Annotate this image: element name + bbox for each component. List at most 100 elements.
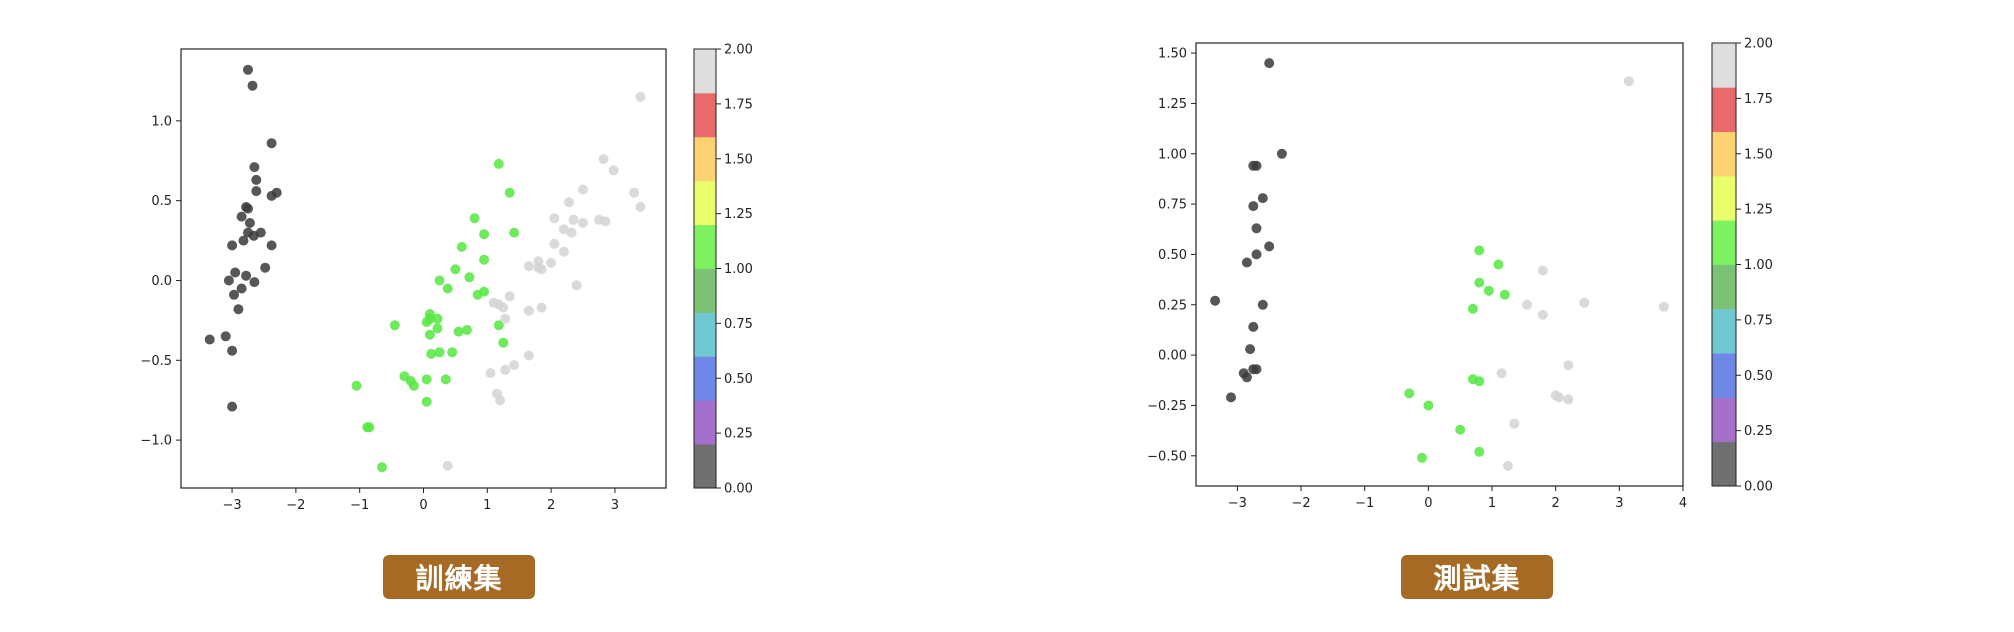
data-point-class-0 [233, 304, 244, 315]
data-point-class-1 [364, 422, 375, 433]
y-tick-label: 0.50 [1158, 248, 1187, 263]
data-point-class-0 [260, 262, 271, 273]
data-point-class-0 [249, 162, 260, 173]
data-point-class-0 [236, 283, 247, 294]
data-point-class-1 [447, 347, 458, 358]
data-point-class-0 [1248, 160, 1259, 171]
data-point-class-2 [1537, 265, 1548, 276]
y-tick-label: 1.50 [1158, 47, 1187, 62]
data-point-class-0 [243, 203, 253, 214]
data-point-class-1 [504, 187, 515, 198]
data-point-class-2 [536, 264, 547, 275]
x-tick-label: 0 [1424, 496, 1432, 511]
test-set-label: 測試集 [1401, 555, 1553, 599]
data-point-class-2 [549, 213, 560, 224]
data-point-class-1 [434, 347, 445, 358]
colorbar-tick-label: 0.75 [1744, 313, 1773, 328]
data-point-class-0 [244, 218, 255, 228]
data-point-class-0 [1251, 364, 1262, 375]
chart-2: −3 −2 −1 0 1 2 3 4 −0.50 −0.25 0.00 0.25 0.50 0.75 1.0… [1147, 37, 1773, 512]
data-point-class-1 [464, 272, 475, 283]
colorbar-bin [1712, 43, 1736, 88]
data-point-class-1 [421, 317, 432, 327]
data-point-class-1 [450, 264, 461, 275]
data-point-class-2 [1623, 76, 1634, 87]
x-tick-label: −2 [1291, 496, 1310, 511]
data-point-class-2 [629, 187, 640, 198]
data-point-class-0 [266, 190, 277, 201]
data-point-class-0 [1264, 241, 1275, 252]
colorbar-bin [694, 136, 716, 182]
data-point-class-2 [608, 165, 619, 176]
colorbar-tick-label: 1.25 [1744, 203, 1773, 218]
data-point-class-0 [1257, 193, 1268, 204]
x-tick-label: 1 [483, 498, 491, 513]
data-point-class-0 [248, 230, 259, 241]
data-point-class-1 [1404, 388, 1415, 399]
data-point-class-1 [456, 241, 467, 252]
data-point-class-2 [1553, 392, 1564, 403]
plot-frame [180, 48, 667, 489]
data-point-class-0 [227, 345, 238, 356]
data-point-class-1 [442, 283, 453, 294]
data-point-class-2 [1563, 360, 1574, 371]
data-point-class-2 [546, 257, 557, 268]
data-point-class-0 [1245, 344, 1256, 355]
data-point-class-2 [498, 302, 509, 313]
data-point-class-0 [249, 277, 260, 288]
data-point-class-1 [493, 158, 504, 169]
colorbar-bin [694, 312, 716, 357]
data-point-class-2 [495, 395, 506, 406]
colorbar-bin [694, 444, 716, 489]
data-point-class-1 [1474, 277, 1485, 288]
colorbar-bin [694, 180, 716, 225]
data-point-class-1 [472, 289, 483, 300]
colorbar-tick-label: 0.00 [1744, 480, 1773, 495]
data-point-class-2 [536, 302, 547, 313]
data-point-class-0 [241, 270, 252, 281]
data-point-class-2 [566, 227, 577, 238]
data-point-class-1 [408, 380, 419, 391]
data-point-class-1 [1423, 400, 1434, 411]
data-point-class-0 [243, 64, 253, 75]
data-point-class-0 [247, 80, 258, 91]
data-point-class-1 [377, 462, 387, 473]
data-point-class-0 [1264, 58, 1275, 69]
colorbar-bin [694, 49, 716, 94]
y-tick-label: −0.50 [1147, 449, 1187, 464]
x-tick-label: 3 [611, 498, 619, 513]
data-point-class-1 [498, 337, 509, 348]
data-point-class-1 [1455, 424, 1466, 435]
y-tick-label: 0.5 [151, 194, 172, 209]
data-point-class-0 [1241, 257, 1252, 268]
data-point-class-2 [1502, 460, 1513, 471]
colorbar-bin [1712, 220, 1736, 265]
data-point-class-0 [236, 211, 247, 222]
data-point-class-1 [1474, 376, 1485, 387]
data-point-class-1 [479, 229, 490, 240]
data-point-class-1 [1483, 285, 1494, 296]
x-tick-label: 0 [419, 498, 427, 513]
data-point-class-0 [1210, 295, 1221, 306]
data-point-class-0 [1251, 223, 1262, 234]
colorbar-tick-label: 0.25 [1744, 424, 1773, 439]
x-tick-label: 4 [1679, 496, 1687, 511]
data-point-class-1 [453, 326, 464, 337]
data-point-class-1 [421, 374, 432, 385]
data-point-class-0 [230, 267, 241, 278]
x-tick-label: 1 [1488, 496, 1496, 511]
data-point-class-1 [432, 323, 443, 334]
colorbar-bin [1712, 175, 1736, 221]
y-tick-label: 0.25 [1158, 298, 1187, 313]
data-point-class-1 [440, 374, 451, 385]
colorbar-bin [1712, 397, 1736, 443]
data-point-class-2 [558, 246, 569, 257]
data-point-class-1 [461, 325, 472, 335]
data-point-class-2 [571, 280, 582, 291]
data-point-class-0 [1248, 201, 1259, 212]
data-point-class-0 [1241, 372, 1252, 383]
data-point-class-2 [504, 291, 515, 302]
data-point-class-2 [509, 360, 520, 371]
data-point-class-0 [251, 174, 262, 185]
